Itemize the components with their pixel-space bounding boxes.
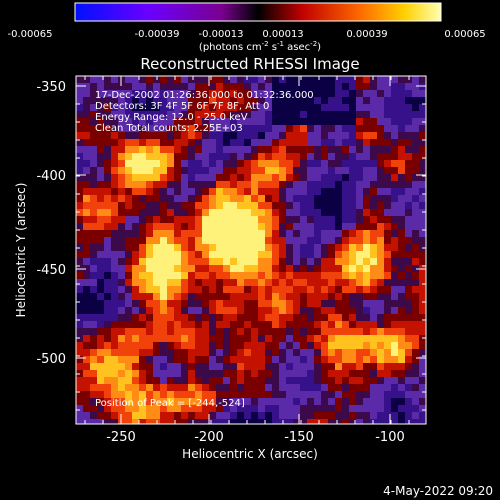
y-tick-label: -350 bbox=[36, 80, 66, 95]
x-tick-label: -150 bbox=[284, 430, 314, 445]
colorbar bbox=[75, 3, 441, 21]
info-line-clean-counts: Clean Total counts: 2.25E+03 bbox=[95, 123, 243, 134]
axis-tickmarks bbox=[76, 76, 426, 424]
y-tick-label: -450 bbox=[36, 263, 66, 278]
plot-title: Reconstructed RHESSI Image bbox=[140, 55, 359, 73]
y-tick-label: -400 bbox=[36, 169, 66, 184]
rhessi-image-heatmap bbox=[76, 76, 426, 424]
observation-info: 17-Dec-2002 01:26:36.000 to 01:32:36.000… bbox=[95, 90, 314, 134]
colorbar-tick-label: 0.00039 bbox=[346, 29, 387, 40]
y-axis-title: Heliocentric Y (arcsec) bbox=[14, 183, 28, 318]
info-line-detectors: Detectors: 3F 4F 5F 6F 7F 8F, Att 0 bbox=[95, 101, 269, 112]
x-axis-title: Heliocentric X (arcsec) bbox=[182, 447, 318, 461]
x-tick-labels: -250 -200 -150 -100 bbox=[106, 430, 405, 445]
render-timestamp: 4-May-2022 09:20 bbox=[383, 484, 493, 498]
y-tick-label: -500 bbox=[36, 352, 66, 367]
colorbar-frame bbox=[74, 2, 442, 22]
colorbar-tick-label: -0.00013 bbox=[199, 29, 244, 40]
colorbar-ticks: -0.00065 -0.00039 -0.00013 0.00013 0.000… bbox=[8, 29, 486, 40]
y-tick-labels: -350 -400 -450 -500 bbox=[36, 80, 66, 367]
colorbar-tick-label: 0.00013 bbox=[262, 29, 303, 40]
info-line-energy-range: Energy Range: 12.0 - 25.0 keV bbox=[95, 112, 248, 123]
x-tick-label: -200 bbox=[194, 430, 224, 445]
colorbar-tick-label: 0.00065 bbox=[444, 29, 485, 40]
colorbar-tick-label: -0.00065 bbox=[8, 29, 53, 40]
peak-position-label: Position of Peak = [-244,-524] bbox=[95, 398, 245, 409]
colorbar-unit-label: (photons cm-2 s-1 asec-2) bbox=[199, 40, 321, 53]
plot-frame bbox=[75, 75, 427, 425]
colorbar-tick-label: -0.00039 bbox=[135, 29, 180, 40]
x-tick-label: -250 bbox=[106, 430, 136, 445]
x-tick-label: -100 bbox=[375, 430, 405, 445]
info-line-time-range: 17-Dec-2002 01:26:36.000 to 01:32:36.000 bbox=[95, 90, 314, 101]
